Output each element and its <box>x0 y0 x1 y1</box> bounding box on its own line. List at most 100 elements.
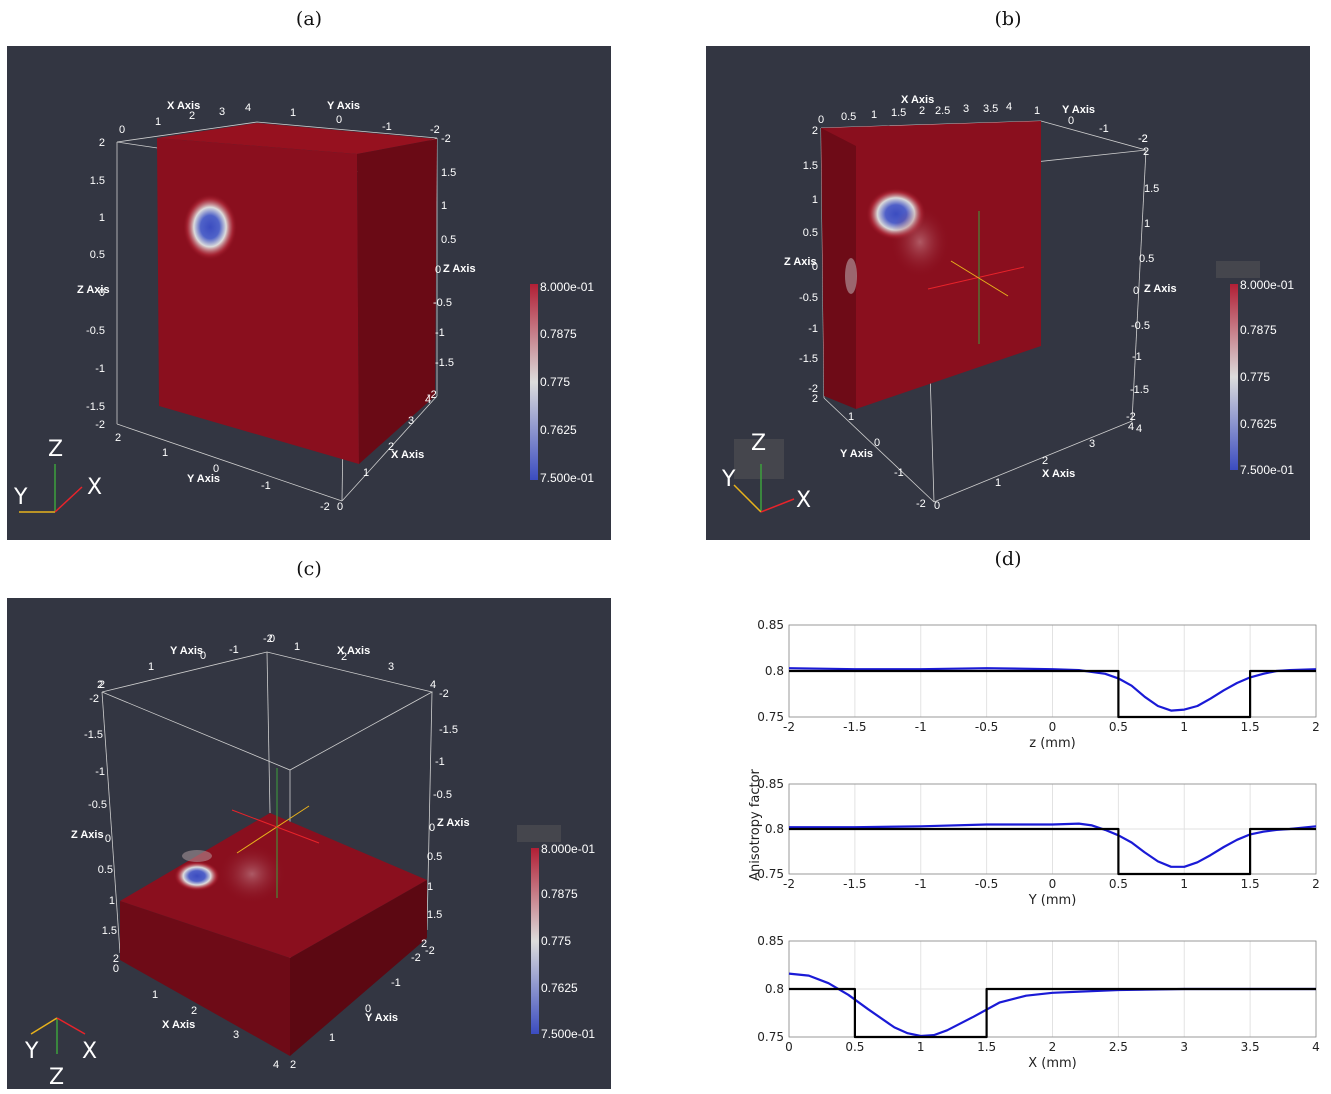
x-tick-label: 1.5 <box>1241 720 1260 734</box>
svg-text:-0.5: -0.5 <box>799 292 818 304</box>
y-tick-label: 0.85 <box>757 618 784 632</box>
svg-text:0.7625: 0.7625 <box>541 981 578 995</box>
svg-text:0: 0 <box>200 650 206 662</box>
svg-text:3.5: 3.5 <box>983 103 998 115</box>
svg-text:-1: -1 <box>261 480 271 492</box>
z-ticks-left-b: 2 1.5 1 0.5 0 -0.5 -1 -1.5 -2 2 <box>799 125 818 405</box>
svg-text:0.775: 0.775 <box>541 934 571 948</box>
svg-text:0: 0 <box>1068 115 1074 127</box>
x-tick-label: 0 <box>1049 877 1057 891</box>
z-ticks-left-c: 2 -2 -1.5 -1 -0.5 0 0.5 1 1.5 2 0 <box>84 679 119 975</box>
svg-text:-1.5: -1.5 <box>86 401 105 413</box>
svg-text:-2: -2 <box>1138 133 1148 145</box>
y-tick-label: 0.85 <box>757 934 784 948</box>
render-view-a[interactable]: 2 1.5 1 0.5 0 -0.5 -1 -1.5 -2 Z Axis -2 … <box>7 46 611 540</box>
svg-text:1: 1 <box>155 116 161 128</box>
svg-text:8.000e-01: 8.000e-01 <box>540 280 594 294</box>
svg-text:Y: Y <box>721 467 736 492</box>
svg-text:2: 2 <box>290 1059 296 1071</box>
colorbar-c: 8.000e-01 0.7875 0.775 0.7625 7.500e-01 <box>517 825 595 1041</box>
x-axis-label-top-a: X Axis <box>167 100 200 112</box>
svg-text:3: 3 <box>388 661 394 673</box>
crosshair-b <box>927 211 1025 344</box>
x-tick-label: -2 <box>783 877 795 891</box>
svg-text:Y: Y <box>13 485 28 510</box>
svg-text:0.5: 0.5 <box>441 234 456 246</box>
svg-text:-2: -2 <box>1138 133 1148 145</box>
z-axis-label-b: Z Axis <box>784 256 817 268</box>
svg-text:2: 2 <box>812 125 818 137</box>
svg-text:X: X <box>87 475 102 500</box>
y-axis-label-bottom-b: Y Axis <box>840 448 873 460</box>
svg-text:0.5: 0.5 <box>1139 253 1154 265</box>
x-tick-label: 0.5 <box>845 1040 864 1054</box>
caption-a: (a) <box>295 8 323 30</box>
svg-text:2: 2 <box>919 105 925 117</box>
x-tick-label: 1 <box>917 1040 925 1054</box>
render-view-b[interactable]: 2 1.5 1 0.5 0 -0.5 -1 -1.5 -2 2 Z Axis -… <box>706 46 1310 540</box>
svg-text:1: 1 <box>162 447 168 459</box>
svg-text:3: 3 <box>1089 438 1095 450</box>
y-axis-label-top-c: Y Axis <box>170 645 203 657</box>
svg-text:-2: -2 <box>430 124 440 136</box>
svg-text:1.5: 1.5 <box>1144 183 1159 195</box>
svg-text:7.500e-01: 7.500e-01 <box>540 471 594 485</box>
svg-text:-2: -2 <box>808 383 818 395</box>
svg-text:0.7625: 0.7625 <box>1240 417 1277 431</box>
svg-text:2: 2 <box>388 441 394 453</box>
svg-text:3: 3 <box>408 415 414 427</box>
svg-text:-1: -1 <box>894 467 904 479</box>
svg-text:1.5: 1.5 <box>90 175 105 187</box>
svg-text:-2: -2 <box>441 133 451 145</box>
z-axis-label-c: Z Axis <box>71 829 104 841</box>
svg-text:1: 1 <box>152 989 158 1001</box>
z-ticks-right-b: -2 2 1.5 1 0.5 0 -0.5 -1 -1.5 -2 4 <box>1126 133 1159 433</box>
svg-text:3: 3 <box>963 103 969 115</box>
svg-text:1: 1 <box>294 641 300 653</box>
svg-text:-2: -2 <box>411 952 421 964</box>
y-tick-label: 0.8 <box>765 822 784 836</box>
svg-text:-2: -2 <box>1126 411 1136 423</box>
svg-text:0.775: 0.775 <box>1240 370 1270 384</box>
svg-text:7.500e-01: 7.500e-01 <box>541 1027 595 1041</box>
svg-text:1.5: 1.5 <box>891 107 906 119</box>
svg-text:-1: -1 <box>391 977 401 989</box>
svg-text:0: 0 <box>429 822 435 834</box>
svg-text:0: 0 <box>99 287 105 299</box>
y-tick-label: 0.8 <box>765 664 784 678</box>
x-tick-label: -1 <box>915 720 927 734</box>
svg-text:-2: -2 <box>916 498 926 510</box>
orientation-triad-a: Z Y X <box>13 437 102 513</box>
x-tick-label: 2 <box>1312 877 1320 891</box>
z-axis-label-right-b: Z Axis <box>1144 283 1177 295</box>
svg-text:2: 2 <box>191 1005 197 1017</box>
svg-text:-1: -1 <box>229 644 239 656</box>
x-axis-label-top-c: X Axis <box>337 645 370 657</box>
svg-text:-1: -1 <box>95 363 105 375</box>
svg-text:2: 2 <box>113 953 119 965</box>
svg-text:1: 1 <box>290 107 296 119</box>
svg-text:0: 0 <box>365 1003 371 1015</box>
x-tick-label: -0.5 <box>975 877 998 891</box>
svg-text:2.5: 2.5 <box>935 105 950 117</box>
z-axis-label-right-c: Z Axis <box>437 817 470 829</box>
svg-text:0.7875: 0.7875 <box>540 327 577 341</box>
svg-text:1.5: 1.5 <box>441 167 456 179</box>
top-ticks-b: 0 0.5 1 1.5 2 2.5 3 3.5 4 1 0 -1 -2 <box>818 101 1148 145</box>
svg-text:1.5: 1.5 <box>427 909 442 921</box>
svg-text:-2: -2 <box>89 693 99 705</box>
svg-text:1: 1 <box>427 881 433 893</box>
crosshair-c <box>231 768 320 898</box>
svg-text:4: 4 <box>245 102 251 114</box>
ground-truth-line <box>789 987 1316 1039</box>
render-view-c[interactable]: 2 -2 -1.5 -1 -0.5 0 0.5 1 1.5 2 0 Z Axis… <box>7 598 611 1089</box>
svg-text:0: 0 <box>119 124 125 136</box>
x-tick-label: -1.5 <box>843 720 866 734</box>
svg-text:1: 1 <box>441 200 447 212</box>
x-tick-label: -1.5 <box>843 877 866 891</box>
x-tick-label: 1.5 <box>1241 877 1260 891</box>
svg-text:1.5: 1.5 <box>102 925 117 937</box>
orientation-triad-b: Z Y X <box>721 431 811 513</box>
svg-text:-2: -2 <box>425 945 435 957</box>
svg-text:Z: Z <box>751 431 766 456</box>
